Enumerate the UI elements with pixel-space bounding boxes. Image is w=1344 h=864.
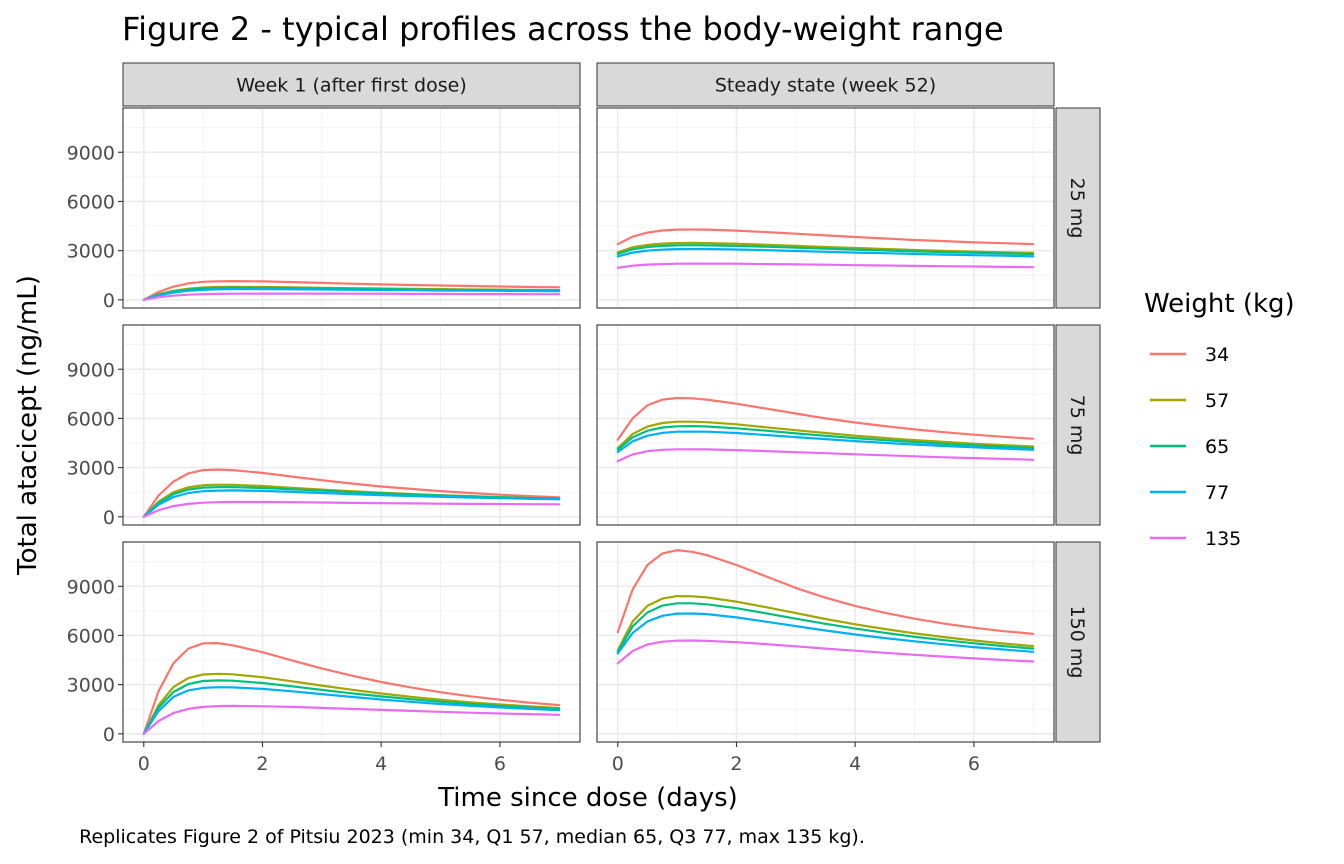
legend: Weight (kg) 34 57 65 77 135 (1144, 289, 1295, 550)
legend-label-77: 77 (1205, 482, 1229, 504)
series-line-135 (142, 704, 561, 735)
chart-title: Figure 2 - typical profiles across the b… (122, 10, 1004, 48)
series-line-34 (616, 396, 1035, 441)
series-line-77 (142, 288, 561, 301)
y-tick-label: 9000 (67, 576, 115, 598)
chart-caption: Replicates Figure 2 of Pitsiu 2023 (min … (79, 826, 865, 848)
legend-label-65: 65 (1205, 436, 1229, 458)
series-line-65 (616, 602, 1035, 653)
y-tick-label: 0 (103, 724, 115, 746)
series-line-77 (616, 247, 1035, 258)
series-line-34 (142, 468, 561, 518)
row-strip-label-1: 25 mg (1066, 178, 1088, 239)
series-line-57 (142, 672, 561, 735)
x-tick-label: 4 (849, 753, 861, 775)
series-line-57 (616, 420, 1035, 450)
panel-steady-state-week-52-150-mg: 0 2 4 6 (596, 541, 1055, 775)
panel-background (123, 542, 580, 742)
y-tick-label: 9000 (67, 142, 115, 164)
column-strip-label-2: Steady state (week 52) (715, 75, 936, 97)
series-line-135 (616, 639, 1035, 665)
x-tick-label: 2 (256, 753, 268, 775)
panel-border (122, 541, 581, 743)
series-line-34 (616, 228, 1035, 246)
panel-background (597, 325, 1054, 525)
panel-border (122, 107, 581, 309)
y-tick-label: 0 (103, 290, 115, 312)
panel-steady-state-week-52-75-mg (596, 324, 1055, 526)
y-tick-label: 9000 (67, 359, 115, 381)
x-tick-label: 0 (612, 753, 624, 775)
series-line-77 (616, 430, 1035, 454)
series-line-57 (616, 241, 1035, 254)
panel-border (596, 107, 1055, 309)
series-line-135 (142, 292, 561, 301)
y-tick-label: 0 (103, 507, 115, 529)
legend-label-34: 34 (1205, 344, 1229, 366)
series-line-65 (142, 679, 561, 735)
panel-border (122, 324, 581, 526)
series-line-34 (142, 641, 561, 735)
series-line-135 (616, 262, 1035, 269)
y-tick-label: 3000 (67, 458, 115, 480)
y-tick-label: 6000 (67, 191, 115, 213)
y-axis-title: Total atacicept (ng/mL) (13, 275, 43, 576)
row-strip-1 (1055, 107, 1101, 309)
column-strip-label-1: Week 1 (after first dose) (236, 75, 466, 97)
row-strip-label-2: 75 mg (1066, 395, 1088, 456)
x-tick-label: 6 (968, 753, 980, 775)
x-axis-title: Time since dose (days) (437, 783, 738, 813)
y-tick-label: 6000 (67, 625, 115, 647)
x-tick-label: 6 (494, 753, 506, 775)
panel-week-1-after-first-dose-75-mg: 0 3000 6000 9000 (67, 324, 581, 529)
series-line-34 (616, 549, 1035, 635)
panel-week-1-after-first-dose-150-mg: 0 3000 6000 9000 0 2 4 6 (67, 541, 581, 775)
series-line-135 (616, 448, 1035, 463)
panel-background (597, 108, 1054, 308)
series-line-57 (616, 594, 1035, 652)
panel-background (123, 108, 580, 308)
column-strip-2 (596, 62, 1055, 107)
panel-border (596, 541, 1055, 743)
panel-week-1-after-first-dose-25-mg: 0 3000 6000 9000 (67, 107, 581, 312)
series-line-77 (142, 686, 561, 735)
x-tick-label: 4 (375, 753, 387, 775)
y-tick-label: 6000 (67, 408, 115, 430)
panel-border (596, 324, 1055, 526)
row-strip-3 (1055, 541, 1101, 743)
column-strip-1 (122, 62, 581, 107)
legend-label-135: 135 (1205, 528, 1241, 550)
y-tick-label: 3000 (67, 675, 115, 697)
series-line-65 (616, 425, 1035, 451)
series-line-135 (142, 500, 561, 518)
series-line-34 (142, 280, 561, 301)
x-tick-label: 0 (138, 753, 150, 775)
series-line-65 (616, 244, 1035, 256)
legend-title: Weight (kg) (1144, 289, 1295, 319)
series-line-77 (616, 612, 1035, 655)
y-tick-label: 3000 (67, 241, 115, 263)
row-strip-2 (1055, 324, 1101, 526)
legend-label-57: 57 (1205, 390, 1229, 412)
x-tick-label: 2 (730, 753, 742, 775)
row-strip-label-3: 150 mg (1066, 606, 1088, 679)
series-line-77 (142, 489, 561, 518)
facet-panels: Week 1 (after first dose) Steady state (w… (67, 62, 1101, 775)
panel-steady-state-week-52-25-mg (596, 107, 1055, 309)
